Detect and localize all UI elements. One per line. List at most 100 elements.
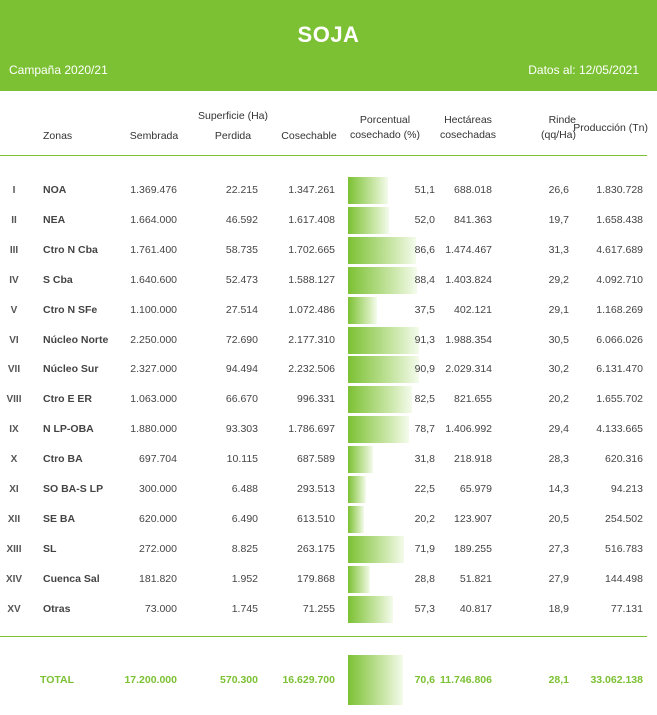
harvest-progress-bar — [348, 505, 426, 533]
perdida-value: 8.825 — [231, 542, 258, 555]
perdida-value: 1.745 — [231, 602, 258, 615]
table-row: V Ctro N SFe 1.100.000 27.514 1.072.486 37,5 4… — [0, 296, 657, 325]
zone-name: Ctro E ER — [43, 393, 93, 406]
total-porcentual: 70,6 — [414, 674, 435, 686]
sembrada-value: 620.000 — [139, 512, 177, 525]
harvest-progress-bar — [348, 266, 426, 294]
perdida-value: 22.215 — [225, 184, 258, 196]
porcentual-value: 71,9 — [414, 542, 435, 555]
produccion-value: 6.131.470 — [596, 363, 643, 376]
porcentual-value: 90,9 — [414, 363, 435, 376]
harvest-progress-bar — [348, 535, 426, 563]
harvest-progress-bar — [348, 595, 426, 623]
perdida-value: 46.592 — [225, 213, 258, 226]
produccion-value: 94.213 — [610, 483, 643, 495]
zone-name: N LP-OBA — [43, 423, 94, 436]
page-title: SOJA — [297, 22, 360, 47]
sembrada-value: 1.100.000 — [130, 303, 177, 316]
hectareas-value: 1.406.992 — [445, 423, 492, 436]
sembrada-value: 2.327.000 — [130, 363, 177, 376]
harvest-progress-bar — [348, 416, 426, 444]
harvest-progress-bar — [348, 236, 426, 264]
hectareas-value: 189.255 — [454, 542, 492, 555]
table-row: XIV Cuenca Sal 181.820 1.952 179.868 28,8 51.8… — [0, 565, 657, 594]
hectareas-value: 821.655 — [454, 393, 492, 406]
porcentual-value: 78,7 — [414, 423, 435, 436]
total-perdida: 570.300 — [220, 674, 258, 686]
table-row: IV S Cba 1.640.600 52.473 1.588.127 88,4 1.403… — [0, 266, 657, 295]
produccion-value: 1.830.728 — [596, 184, 643, 196]
rinde-value: 19,7 — [548, 213, 569, 226]
zone-name: Otras — [43, 602, 71, 615]
cosechable-value: 71.255 — [302, 602, 335, 615]
porcentual-value: 82,5 — [414, 393, 435, 406]
zone-name: Cuenca Sal — [43, 572, 100, 585]
hectareas-value: 2.029.314 — [445, 363, 492, 376]
perdida-value: 1.952 — [231, 572, 258, 585]
hectareas-value: 841.363 — [454, 213, 492, 226]
perdida-value: 93.303 — [225, 423, 258, 436]
harvest-progress-bar — [348, 326, 426, 354]
rinde-value: 14,3 — [548, 483, 569, 495]
hectareas-value: 123.907 — [454, 512, 492, 525]
row-number: IX — [9, 424, 19, 436]
table-row: XIII SL 272.000 8.825 263.175 71,9 189.255 27,3… — [0, 535, 657, 564]
col-header-produccion: Producción (Tn) — [573, 122, 648, 134]
row-number: XII — [7, 513, 21, 525]
harvest-progress-bar — [348, 356, 426, 384]
harvest-progress-fill — [348, 595, 393, 623]
porcentual-value: 88,4 — [414, 273, 435, 286]
col-header-rinde-line1: Rinde — [548, 114, 576, 126]
zone-name: Ctro N Cba — [43, 243, 98, 256]
cosechable-value: 1.786.697 — [288, 423, 335, 436]
hectareas-value: 40.817 — [459, 602, 492, 615]
cosechable-value: 613.510 — [297, 512, 335, 525]
harvest-progress-fill — [348, 296, 378, 324]
table-row: XII SE BA 620.000 6.490 613.510 20,2 123.907 20… — [0, 505, 657, 534]
produccion-value: 1.168.269 — [596, 303, 643, 316]
sembrada-value: 697.704 — [139, 453, 177, 466]
table-row: X Ctro BA 697.704 10.115 687.589 31,8 218.918 2… — [0, 445, 657, 474]
rinde-value: 30,2 — [548, 363, 569, 376]
hectareas-value: 402.121 — [454, 303, 492, 316]
col-header-rinde: Rinde (qq/Ha) — [526, 113, 576, 143]
rinde-value: 20,2 — [548, 393, 569, 406]
row-number: II — [11, 214, 17, 226]
sembrada-value: 1.761.400 — [130, 243, 177, 256]
harvest-progress-fill — [348, 565, 371, 593]
hectareas-value: 65.979 — [459, 483, 492, 495]
col-header-rinde-line2: (qq/Ha) — [540, 129, 576, 141]
sembrada-value: 1.640.600 — [130, 273, 177, 286]
rinde-value: 20,5 — [548, 512, 569, 525]
total-divider — [0, 636, 647, 637]
row-number: VII — [7, 364, 21, 376]
total-produccion: 33.062.138 — [590, 674, 643, 686]
table-row: VI Núcleo Norte 2.250.000 72.690 2.177.310 91… — [0, 326, 657, 355]
table-row: XV Otras 73.000 1.745 71.255 57,3 40.817 18,9 77… — [0, 595, 657, 624]
row-number: VIII — [6, 394, 22, 406]
total-rinde: 28,1 — [548, 674, 569, 686]
rinde-value: 27,3 — [548, 542, 569, 555]
harvest-progress-bar — [348, 565, 426, 593]
perdida-value: 6.490 — [231, 512, 258, 525]
produccion-value: 77.131 — [610, 602, 643, 615]
produccion-value: 4.092.710 — [596, 273, 643, 286]
porcentual-value: 20,2 — [414, 512, 435, 525]
produccion-value: 516.783 — [605, 542, 643, 555]
porcentual-value: 91,3 — [414, 333, 435, 346]
header-banner: SOJA Campaña 2020/21 Datos al: 12/05/202… — [0, 0, 657, 91]
sembrada-value: 2.250.000 — [130, 333, 177, 346]
col-header-perdida: Perdida — [214, 130, 252, 142]
sembrada-value: 73.000 — [144, 602, 177, 615]
row-number: IV — [9, 274, 19, 286]
row-number: XIV — [5, 573, 23, 585]
porcentual-value: 37,5 — [414, 303, 435, 316]
total-progress-bar — [348, 655, 426, 705]
hectareas-value: 51.821 — [459, 572, 492, 585]
cosechable-value: 2.232.506 — [288, 363, 335, 376]
campaign-label: Campaña 2020/21 — [9, 63, 108, 77]
total-cosechable: 16.629.700 — [282, 674, 335, 686]
perdida-value: 72.690 — [225, 333, 258, 346]
produccion-value: 620.316 — [605, 453, 643, 466]
porcentual-value: 52,0 — [414, 213, 435, 226]
